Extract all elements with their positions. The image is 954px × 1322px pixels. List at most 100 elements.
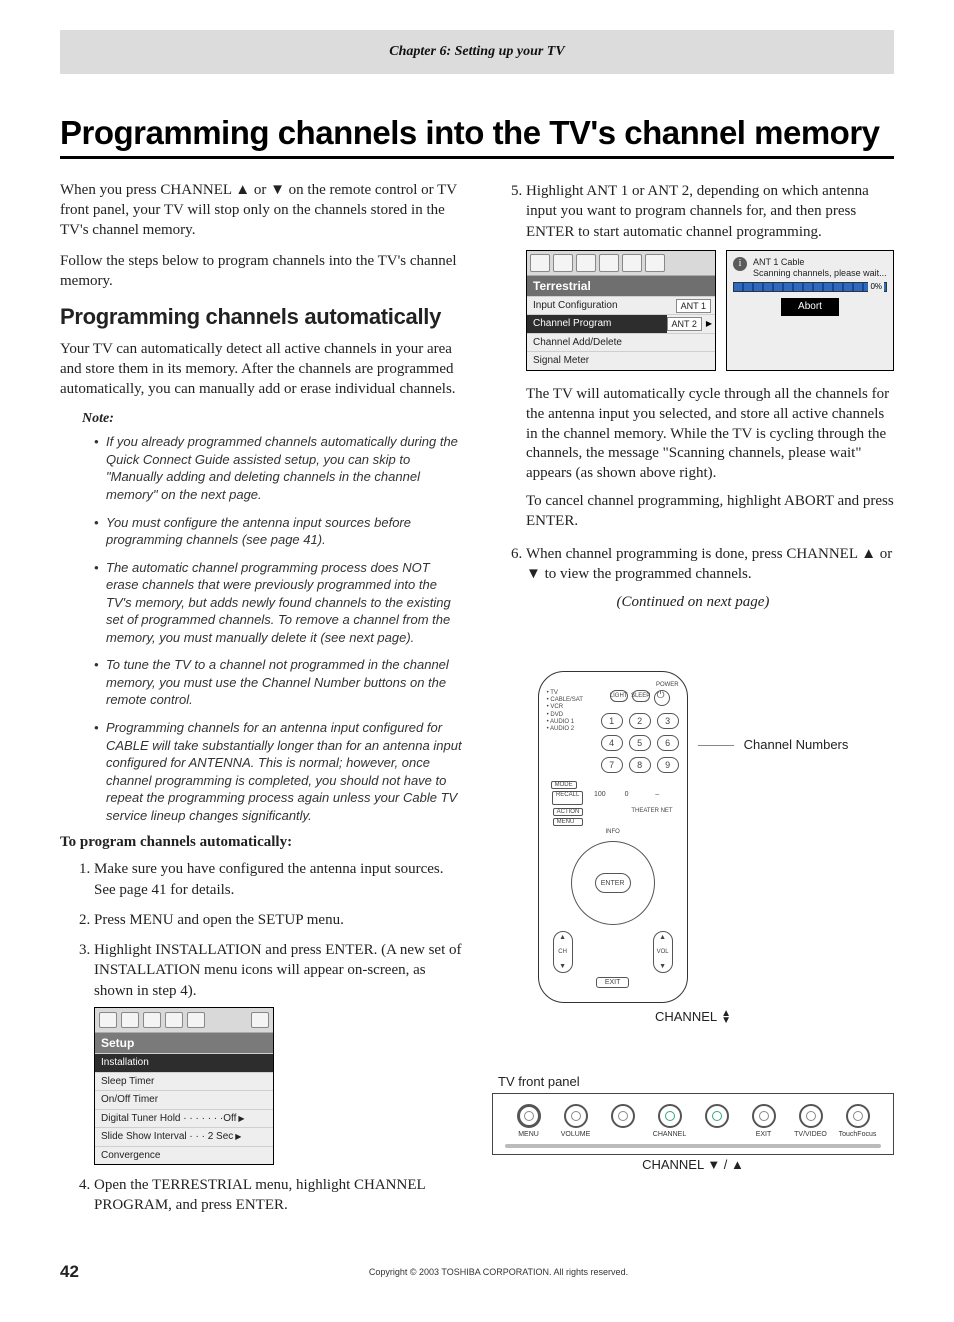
page-title: Programming channels into the TV's chann… xyxy=(60,114,894,159)
power-icon xyxy=(654,690,670,706)
key-0: 0 xyxy=(625,791,645,805)
ant1-badge: ANT 1 xyxy=(676,299,711,313)
front-panel-figure: MENU VOLUME CHANNEL EXIT TV/VIDEO TouchF… xyxy=(492,1093,894,1155)
arrow-icon xyxy=(236,1113,244,1124)
exit-button: EXIT xyxy=(596,977,630,988)
subhead-auto: Programming channels automatically xyxy=(60,304,462,330)
light-button: LIGHT xyxy=(610,690,628,702)
enter-button: ENTER xyxy=(595,873,631,893)
menu-icon xyxy=(576,254,596,272)
recall-button: RECALL xyxy=(552,791,583,805)
note-item: Programming channels for an antenna inpu… xyxy=(94,719,462,824)
channel-numbers-label: Channel Numbers xyxy=(744,737,849,754)
menu-icon xyxy=(251,1012,269,1028)
channel-rocker: ▲CH▼ xyxy=(553,931,573,973)
note-title: Note: xyxy=(82,411,462,427)
terr-row-adddel: Channel Add/Delete xyxy=(527,333,715,352)
step5-detail-2: To cancel channel programming, highlight… xyxy=(526,492,894,532)
terr-row-signal: Signal Meter xyxy=(527,351,715,370)
fp-button xyxy=(564,1104,588,1128)
page-footer: 42 Copyright © 2003 TOSHIBA CORPORATION.… xyxy=(60,1262,894,1282)
note-item: If you already programmed channels autom… xyxy=(94,433,462,503)
terrestrial-figure: Terrestrial Input Configuration ANT 1 Ch… xyxy=(526,250,894,371)
menu-icon xyxy=(121,1012,139,1028)
channel-caption: CHANNEL ▲▼ xyxy=(655,1009,731,1024)
terr-row-program: Channel Program ANT 2 xyxy=(527,314,715,333)
fp-button xyxy=(752,1104,776,1128)
step-4: Open the TERRESTRIAL menu, highlight CHA… xyxy=(94,1175,462,1216)
terr-iconbar xyxy=(527,251,715,276)
note-block: Note: If you already programmed channels… xyxy=(82,411,462,824)
auto-intro: Your TV can automatically detect all act… xyxy=(60,340,462,399)
setup-row-installation: Installation xyxy=(95,1053,273,1072)
terr-row-input: Input Configuration ANT 1 xyxy=(527,296,715,315)
note-list: If you already programmed channels autom… xyxy=(82,433,462,824)
remote-diagram-area: POWER • TV • CABLE/SAT • VCR • DVD • AUD… xyxy=(492,671,894,1024)
key-dash: – xyxy=(655,791,673,805)
intro-paragraph-1: When you press CHANNEL ▲ or ▼ on the rem… xyxy=(60,181,462,240)
number-keypad: 1 2 3 4 5 6 7 8 9 xyxy=(601,713,679,773)
abort-button: Abort xyxy=(781,298,839,316)
theater-label: THEATER NET xyxy=(631,808,672,826)
fp-button xyxy=(846,1104,870,1128)
dpad: ENTER xyxy=(571,841,655,925)
copyright: Copyright © 2003 TOSHIBA CORPORATION. Al… xyxy=(103,1267,894,1277)
key-1: 1 xyxy=(601,713,623,729)
step-2: Press MENU and open the SETUP menu. xyxy=(94,910,462,930)
menu-icon xyxy=(143,1012,161,1028)
key-6: 6 xyxy=(657,735,679,751)
step-3: Highlight INSTALLATION and press ENTER. … xyxy=(94,940,462,1165)
fp-caption: CHANNEL ▼ / ▲ xyxy=(492,1157,894,1172)
note-item: You must configure the antenna input sou… xyxy=(94,514,462,549)
menu-icon xyxy=(165,1012,183,1028)
menu-icon xyxy=(187,1012,205,1028)
fp-button xyxy=(611,1104,635,1128)
step5-detail-1: The TV will automatically cycle through … xyxy=(526,385,894,484)
menu-icon xyxy=(99,1012,117,1028)
key-7: 7 xyxy=(601,757,623,773)
key-9: 9 xyxy=(657,757,679,773)
fp-labels: MENU VOLUME CHANNEL EXIT TV/VIDEO TouchF… xyxy=(505,1131,881,1138)
note-item: To tune the TV to a channel not programm… xyxy=(94,656,462,709)
up-down-arrows-icon: ▲▼ xyxy=(721,1010,731,1024)
info-top: ANT 1 Cable xyxy=(753,257,804,267)
step-6: When channel programming is done, press … xyxy=(526,544,894,585)
continued-line: (Continued on next page) xyxy=(492,594,894,611)
key-4: 4 xyxy=(601,735,623,751)
page: Chapter 6: Setting up your TV Programmin… xyxy=(0,0,954,1322)
note-item: The automatic channel programming proces… xyxy=(94,559,462,647)
arrow-icon xyxy=(233,1131,241,1142)
menu-icon xyxy=(622,254,642,272)
setup-row-onoff: On/Off Timer xyxy=(95,1090,273,1109)
key-8: 8 xyxy=(629,757,651,773)
intro-paragraph-2: Follow the steps below to program channe… xyxy=(60,252,462,292)
step-5: Highlight ANT 1 or ANT 2, depending on w… xyxy=(526,181,894,532)
menu-icon xyxy=(530,254,550,272)
step-1: Make sure you have configured the antenn… xyxy=(94,859,462,900)
setup-row-slide: Slide Show Interval · · · 2 Sec xyxy=(95,1127,273,1146)
fp-power-icon xyxy=(517,1104,541,1128)
remote-control-figure: POWER • TV • CABLE/SAT • VCR • DVD • AUD… xyxy=(538,671,688,1003)
menu-icon xyxy=(645,254,665,272)
key-5: 5 xyxy=(629,735,651,751)
menu-icon xyxy=(553,254,573,272)
setup-row-dth: Digital Tuner Hold · · · · · · ·Off xyxy=(95,1109,273,1128)
terrestrial-menu: Terrestrial Input Configuration ANT 1 Ch… xyxy=(526,250,716,371)
menu-button: MENU xyxy=(553,818,584,826)
page-number: 42 xyxy=(60,1262,79,1282)
to-program-line: To program channels automatically: xyxy=(60,834,462,851)
terr-title: Terrestrial xyxy=(527,276,715,296)
fp-channel-down xyxy=(658,1104,682,1128)
chapter-title: Chapter 6: Setting up your TV xyxy=(389,44,564,60)
key-100: 100 xyxy=(594,791,614,805)
setup-menu-figure: Setup Installation Sleep Timer On/Off Ti… xyxy=(94,1007,274,1165)
volume-rocker: ▲VOL▼ xyxy=(653,931,673,973)
scanning-panel: i ANT 1 Cable Scanning channels, please … xyxy=(726,250,894,371)
setup-row-conv: Convergence xyxy=(95,1146,273,1165)
two-column-layout: When you press CHANNEL ▲ or ▼ on the rem… xyxy=(60,181,894,1226)
power-label: POWER xyxy=(547,682,679,688)
front-panel-title: TV front panel xyxy=(498,1074,894,1089)
ant2-badge: ANT 2 xyxy=(667,317,702,331)
left-column: When you press CHANNEL ▲ or ▼ on the rem… xyxy=(60,181,462,1226)
leader-line xyxy=(698,745,734,746)
